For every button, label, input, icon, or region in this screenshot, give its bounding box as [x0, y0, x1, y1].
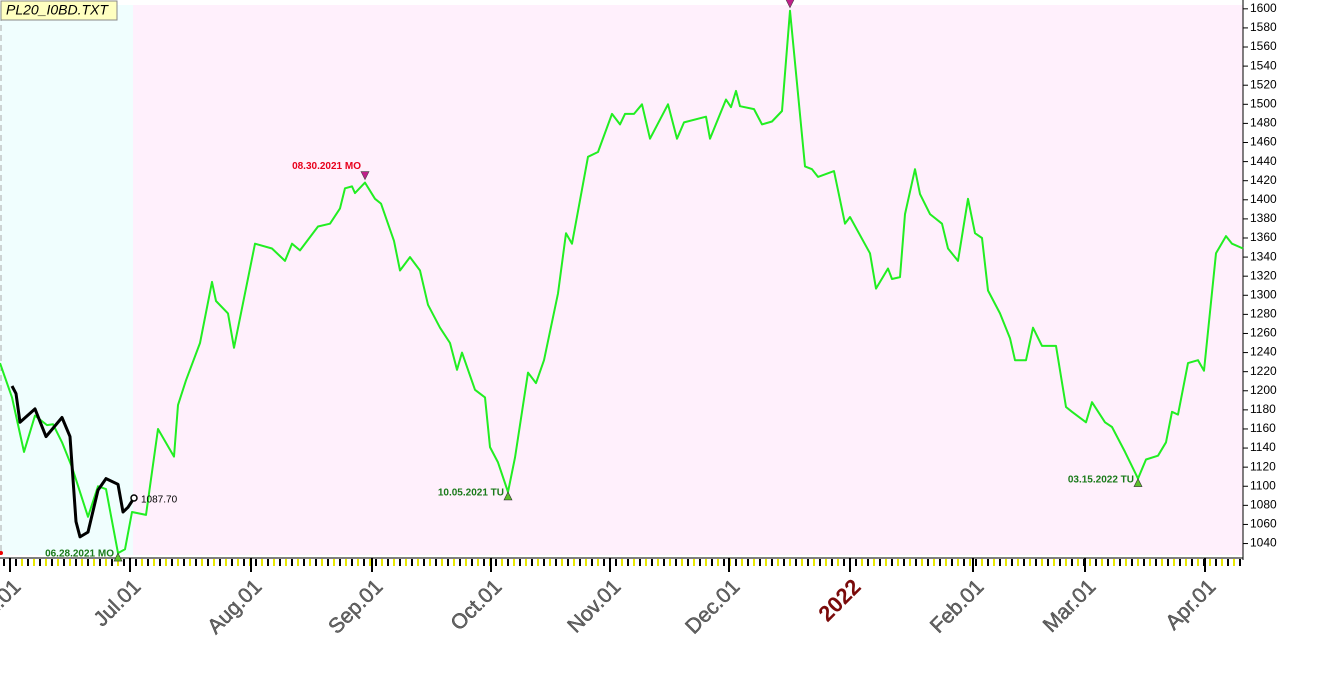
trough-marker — [1133, 477, 1143, 487]
annotation: 10.05.2021 TU — [438, 488, 504, 499]
x-tick-year-label: 2022 — [813, 574, 865, 626]
forecast-region — [133, 5, 1243, 555]
y-tick-label: 1120 — [1250, 459, 1276, 473]
x-tick-label: Apr.01 — [1161, 575, 1220, 634]
y-tick-label: 1380 — [1250, 211, 1277, 225]
x-tick-label: Jun.01 — [0, 575, 25, 636]
x-tick-label: Dec.01 — [681, 575, 744, 638]
y-tick-label: 1600 — [1250, 1, 1277, 15]
y-tick-label: 1080 — [1250, 498, 1277, 512]
x-tick-label: Nov.01 — [563, 575, 625, 637]
price-line — [10, 385, 136, 539]
y-tick-label: 1400 — [1250, 192, 1277, 206]
x-tick-label: Mar.01 — [1039, 575, 1101, 637]
trough-marker — [503, 491, 513, 501]
y-tick-label: 1160 — [1250, 421, 1276, 435]
y-tick-label: 1200 — [1250, 383, 1277, 397]
y-tick-label: 1580 — [1250, 20, 1277, 34]
y-tick-label: 1140 — [1250, 440, 1276, 454]
annotation: 03.15.2022 TU — [1068, 474, 1134, 485]
y-tick-label: 1500 — [1250, 96, 1277, 110]
origin-dot — [0, 551, 3, 555]
y-tick-label: 1340 — [1250, 249, 1277, 263]
x-tick-label: Jul.01 — [90, 575, 146, 631]
y-tick-label: 1520 — [1250, 77, 1277, 91]
end-point — [130, 494, 138, 502]
y-tick-label: 1280 — [1250, 307, 1277, 321]
end-label: 1087.70 — [141, 495, 178, 506]
y-tick-label: 1320 — [1250, 268, 1277, 282]
y-tick-label: 1420 — [1250, 173, 1277, 187]
y-tick-label: 1360 — [1250, 230, 1277, 244]
y-tick-label: 1040 — [1250, 536, 1277, 550]
y-tick-label: 1560 — [1250, 39, 1277, 53]
y-tick-label: 1440 — [1250, 154, 1277, 168]
y-tick-label: 1060 — [1250, 517, 1277, 531]
x-tick-label: Sep.01 — [324, 575, 387, 638]
plot: 1087.70 — [0, 9, 1244, 555]
y-tick-label: 1300 — [1250, 287, 1277, 301]
history-region — [0, 5, 133, 555]
y-tick-label: 1260 — [1250, 326, 1277, 340]
y-tick-label: 1540 — [1250, 58, 1277, 72]
annotation: 08.30.2021 MO — [292, 161, 361, 172]
x-tick-label: Feb.01 — [926, 575, 989, 638]
y-tick-label: 1460 — [1250, 135, 1277, 149]
y-tick-label: 1240 — [1250, 345, 1277, 359]
y-tick-label: 1480 — [1250, 116, 1277, 130]
peak-marker — [360, 171, 370, 181]
price-line — [0, 9, 1244, 555]
y-tick-label: 1180 — [1250, 402, 1276, 416]
annotation: 06.28.2021 MO — [45, 549, 114, 560]
y-tick-label: 1220 — [1250, 364, 1277, 378]
trough-marker — [113, 552, 123, 562]
chart-title: PL20_I0BD.TXT — [6, 2, 109, 18]
x-tick-label: Oct.01 — [446, 575, 506, 635]
peak-marker — [785, 0, 795, 9]
y-tick-label: 1100 — [1250, 478, 1276, 492]
title-box — [0, 0, 118, 21]
x-tick-label: Aug.01 — [203, 575, 266, 638]
